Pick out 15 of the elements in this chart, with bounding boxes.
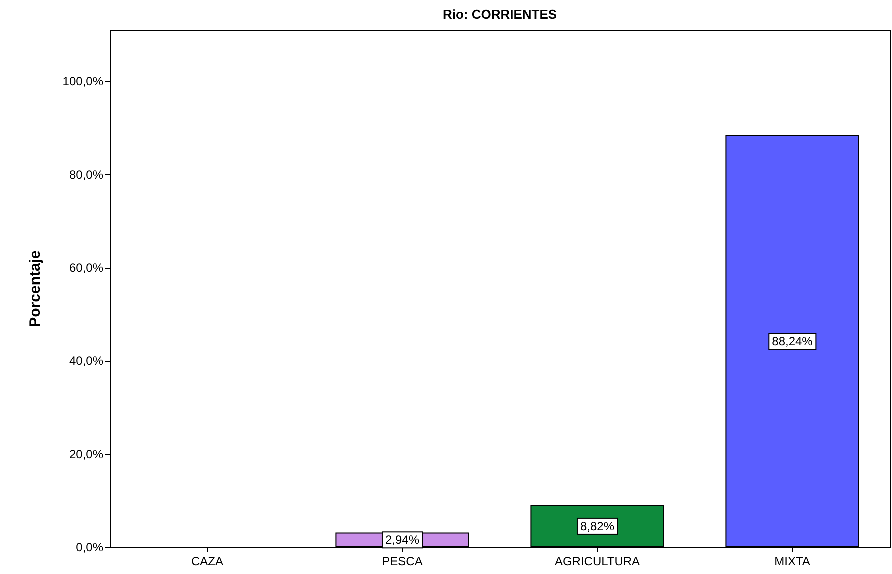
chart-title: Rio: CORRIENTES [442, 7, 558, 22]
x-tick-label: AGRICULTURA [554, 554, 640, 568]
x-tick-label: CAZA [191, 554, 224, 568]
y-tick-label: 40,0% [69, 354, 104, 368]
data-label: 8,82% [580, 519, 615, 534]
y-tick-label: 60,0% [69, 261, 104, 276]
data-label: 2,94% [385, 533, 420, 548]
y-axis-title: Porcentaje [26, 250, 44, 328]
y-tick-label: 0,0% [76, 540, 104, 554]
x-tick-label: MIXTA [774, 554, 810, 568]
data-label: 88,24% [772, 334, 814, 349]
y-tick-label: 80,0% [69, 168, 104, 182]
y-tick-label: 100,0% [62, 74, 104, 89]
x-tick-label: PESCA [382, 554, 423, 568]
y-tick-label: 20,0% [69, 447, 104, 462]
